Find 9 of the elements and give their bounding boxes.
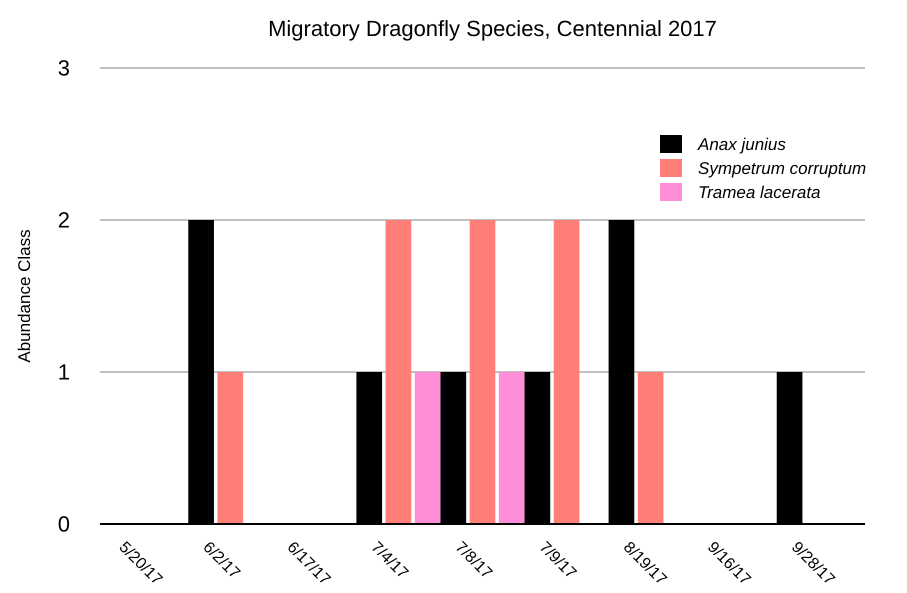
y-tick-label: 3 <box>58 56 70 81</box>
legend-label: Anax junius <box>697 134 786 154</box>
y-axis-title: Abundance Class <box>15 229 34 363</box>
y-tick-label: 1 <box>58 360 70 385</box>
y-tick-label: 2 <box>58 208 70 233</box>
chart-title: Migratory Dragonfly Species, Centennial 2017 <box>268 16 717 41</box>
legend-label: Sympetrum corruptum <box>698 158 866 178</box>
y-tick-label: 0 <box>58 512 70 537</box>
legend-label: Tramea lacerata <box>698 182 821 202</box>
